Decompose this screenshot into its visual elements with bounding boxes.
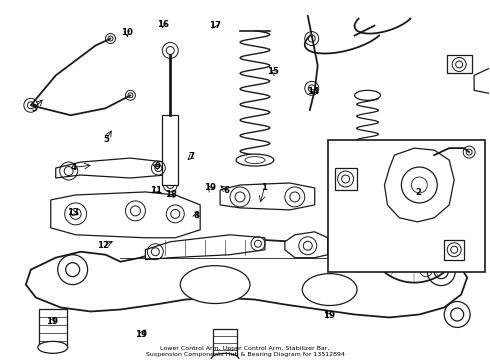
Bar <box>388 200 409 250</box>
Text: 16: 16 <box>157 19 169 28</box>
Bar <box>444 240 464 260</box>
Text: 9: 9 <box>154 162 160 171</box>
Polygon shape <box>56 158 165 178</box>
Polygon shape <box>146 235 265 260</box>
Polygon shape <box>474 68 490 93</box>
Text: 11: 11 <box>150 185 162 194</box>
Ellipse shape <box>211 353 239 360</box>
Text: 14: 14 <box>307 86 319 95</box>
Text: 5: 5 <box>103 135 109 144</box>
Ellipse shape <box>38 341 68 353</box>
Text: 18: 18 <box>165 190 177 199</box>
Text: 13: 13 <box>67 208 79 217</box>
Text: 8: 8 <box>193 211 199 220</box>
Text: 19: 19 <box>323 311 335 320</box>
Text: 19: 19 <box>204 183 216 192</box>
Ellipse shape <box>302 274 357 306</box>
Ellipse shape <box>236 154 274 166</box>
Polygon shape <box>360 165 409 195</box>
Bar <box>162 115 178 185</box>
Text: Lower Control Arm, Upper Control Arm, Stabilizer Bar,
Suspension Components Hub : Lower Control Arm, Upper Control Arm, St… <box>146 346 344 357</box>
Polygon shape <box>51 192 200 238</box>
Text: 7: 7 <box>188 152 195 161</box>
Bar <box>213 329 237 359</box>
Polygon shape <box>26 240 467 318</box>
Bar <box>335 168 357 190</box>
Polygon shape <box>220 183 315 210</box>
Text: 15: 15 <box>268 67 279 76</box>
Text: 2: 2 <box>416 188 421 197</box>
Bar <box>328 140 485 272</box>
Bar <box>39 310 67 347</box>
Ellipse shape <box>355 90 380 100</box>
Text: 10: 10 <box>121 28 133 37</box>
Polygon shape <box>285 232 328 258</box>
Ellipse shape <box>354 155 382 165</box>
Text: 17: 17 <box>209 21 221 30</box>
Ellipse shape <box>180 266 250 303</box>
Text: 6: 6 <box>223 186 229 195</box>
Text: 19: 19 <box>46 317 58 326</box>
Text: 4: 4 <box>70 163 76 172</box>
Text: 12: 12 <box>98 241 109 250</box>
Text: 19: 19 <box>136 330 147 339</box>
Polygon shape <box>385 148 454 222</box>
Bar <box>447 55 472 73</box>
Text: 3: 3 <box>31 104 37 113</box>
Text: 1: 1 <box>262 183 268 192</box>
